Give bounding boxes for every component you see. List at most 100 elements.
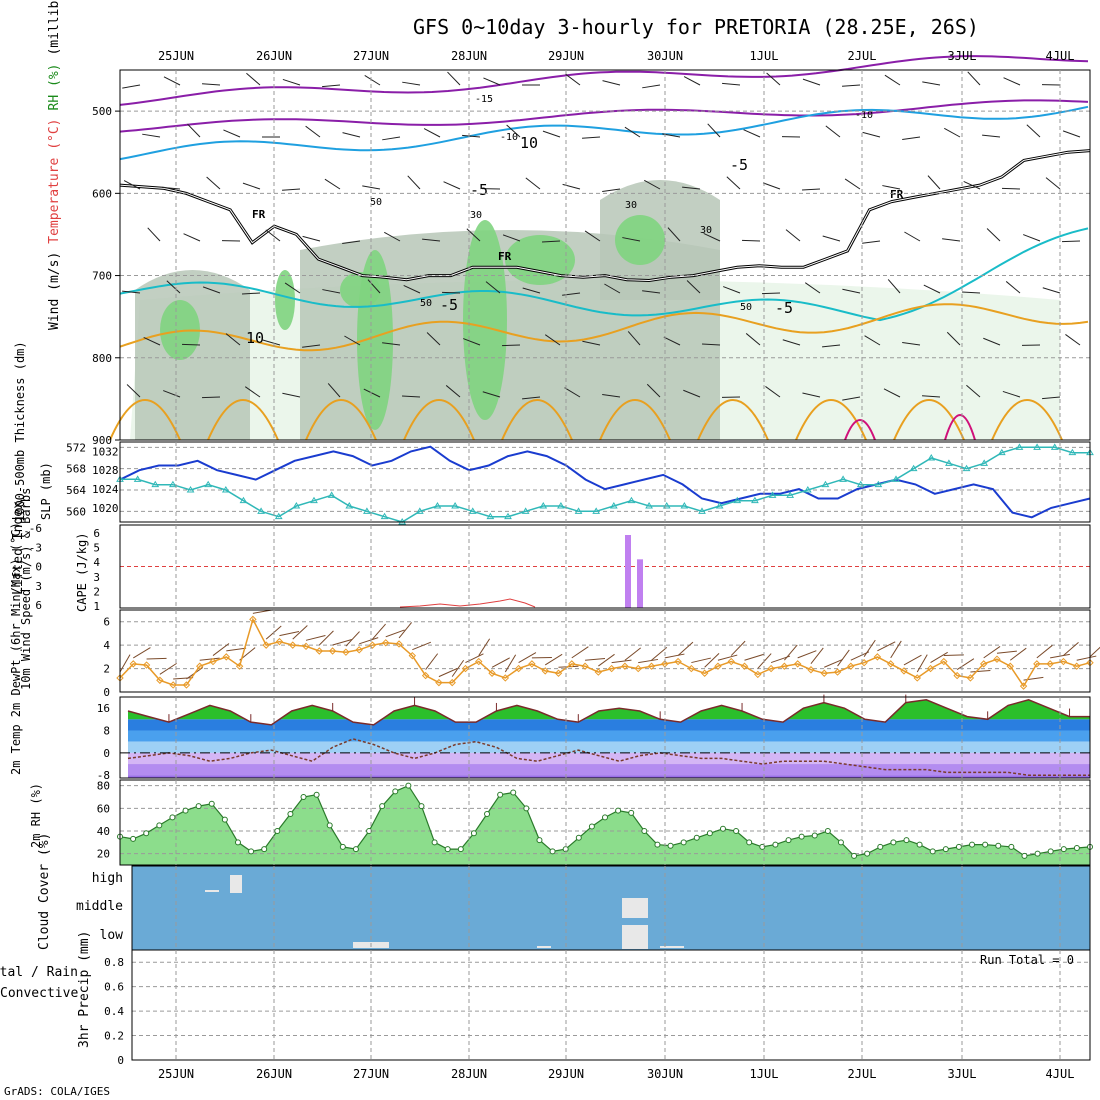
wind-barb	[422, 238, 441, 242]
wind-barb	[202, 83, 221, 86]
wind-barb	[651, 646, 668, 661]
thickness-marker	[310, 496, 318, 504]
slp-thickness-panel: 560 1020 564 1024 568 1028 572 1032 1000-500mb T…	[13, 341, 1094, 525]
thickness-marker	[380, 512, 389, 520]
wind-barb	[344, 335, 361, 346]
rh-marker	[287, 811, 294, 817]
stability-frame	[119, 524, 1091, 609]
thickness-marker	[680, 502, 689, 509]
wind-speed-marker	[554, 669, 563, 677]
wind-speed-marker	[767, 664, 775, 673]
wind-barb	[683, 389, 701, 398]
thickness-marker	[539, 502, 548, 509]
cloud-background	[132, 866, 1090, 950]
wind-barb	[942, 238, 961, 242]
wind-speed-marker	[408, 651, 417, 660]
wind-barb	[206, 176, 221, 190]
wind-barb	[882, 185, 901, 190]
upper-ylabel: Wind (m/s) Temperature (°C) RH (%) (milliba…	[47, 0, 62, 330]
wind-barb	[412, 641, 432, 651]
rh-ylabel: 2m RH (%)	[29, 783, 43, 848]
wind-speed-marker	[235, 662, 244, 670]
wind-barb	[582, 136, 601, 139]
precip-tick-label: 0.8	[104, 956, 124, 969]
wind-barb	[302, 344, 321, 348]
rh-marker	[523, 805, 530, 812]
pressure-tick-label: 700	[92, 270, 112, 283]
rh-frame	[119, 779, 1091, 866]
wind-speed-marker	[594, 668, 603, 676]
contour-label: 10	[520, 134, 538, 152]
rh-marker	[995, 842, 1002, 849]
rh-marker	[641, 828, 648, 834]
thickness-marker	[698, 507, 706, 514]
wind-barb	[525, 177, 541, 190]
rh-marker	[169, 814, 176, 821]
cape-tick-label: 3	[93, 571, 100, 584]
thickness-tick-label: 560	[66, 505, 86, 518]
thickness-marker	[486, 512, 495, 520]
rh-marker	[903, 837, 910, 844]
wind-barb	[562, 292, 581, 296]
wind-speed-marker	[142, 661, 151, 669]
rh-marker	[877, 843, 884, 850]
wind-speed-marker	[993, 655, 1001, 663]
wind-barb	[611, 659, 632, 664]
wind-speed-marker	[820, 669, 828, 677]
thickness-marker	[927, 454, 936, 461]
wind-barb	[842, 288, 861, 294]
cape-tick-label: 4	[93, 556, 100, 569]
pressure-tick-label: 900	[92, 434, 112, 447]
contour-label: 50	[420, 298, 432, 309]
wind-speed-marker	[488, 669, 496, 677]
thickness-ylabel: 1000-500mb Thickness (dm)	[13, 341, 27, 522]
wind-barb	[1003, 77, 1021, 86]
wind-barb	[226, 647, 247, 652]
wind-barb	[844, 178, 861, 190]
cape-tick-label: 2	[93, 585, 100, 598]
thickness-tick-label: 572	[66, 441, 86, 454]
rh-marker	[1073, 845, 1080, 851]
dewpoint-line	[127, 738, 1090, 776]
wind-barb	[822, 344, 841, 348]
lifted-index-tick-label: -6	[29, 522, 42, 535]
temp-tick-label: 8	[103, 725, 110, 738]
wind-barb	[342, 240, 361, 245]
precip-tick-label: 0.2	[104, 1030, 124, 1043]
wind-barb	[163, 390, 181, 398]
wind-barb	[522, 396, 541, 400]
wind-barb	[745, 333, 761, 346]
wind-barb	[743, 129, 761, 138]
wind-barb	[1089, 646, 1100, 658]
wind-barb	[1009, 647, 1027, 661]
wind-speed-marker	[621, 662, 629, 670]
wind-speed-marker	[289, 641, 297, 649]
wind-barb	[602, 188, 621, 193]
wind-barb	[825, 125, 841, 138]
wind-barb	[602, 393, 621, 398]
wind-barb	[402, 81, 421, 86]
thickness-marker	[609, 502, 618, 509]
rh-marker	[615, 807, 622, 814]
wind-barb	[241, 292, 261, 295]
thickness-marker	[980, 459, 989, 466]
wind-barb	[478, 638, 491, 656]
temp-contour-15-arc	[991, 399, 1063, 441]
contour-label: -10	[855, 110, 873, 121]
wind-barb	[883, 388, 901, 398]
cloud-block	[230, 875, 242, 893]
wind-barb	[384, 231, 401, 242]
rh-marker	[837, 839, 844, 846]
wind-barb	[284, 282, 301, 294]
wind-speed-marker	[1059, 657, 1068, 666]
rh-area-fill	[120, 785, 1090, 865]
rh-high-region	[615, 215, 665, 265]
wind-speed-marker	[275, 637, 284, 646]
wind-barb	[159, 662, 177, 675]
cape-ylabel: CAPE (J/kg)	[75, 533, 89, 612]
wind-speed-marker	[528, 660, 536, 668]
wind-barb	[966, 384, 981, 398]
wind-barb	[638, 658, 659, 664]
